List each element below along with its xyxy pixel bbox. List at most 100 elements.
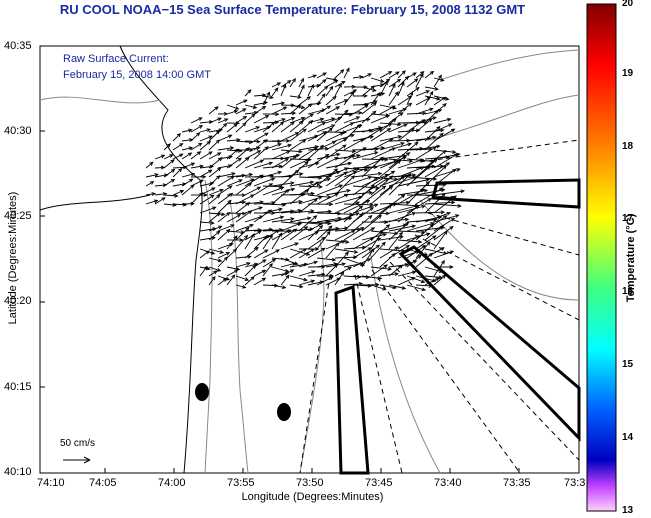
current-vector-head	[428, 118, 433, 123]
current-vector-head	[423, 188, 429, 193]
current-vector	[370, 185, 393, 205]
current-vector	[352, 185, 379, 189]
current-vector	[298, 78, 304, 88]
current-vector	[271, 284, 286, 289]
current-vector-head	[441, 259, 445, 265]
current-vector-head	[313, 260, 318, 265]
current-vector-head	[387, 267, 393, 271]
current-vector	[262, 235, 273, 250]
current-vector	[280, 209, 302, 214]
current-vector-head	[423, 252, 429, 256]
current-vector	[289, 128, 307, 142]
current-vector	[289, 181, 314, 187]
current-vector-head	[279, 121, 285, 126]
current-vector	[334, 154, 355, 169]
x-tick-label: 73:35	[503, 477, 531, 489]
current-vector	[325, 171, 348, 187]
current-vector-head	[429, 70, 435, 75]
current-vector	[352, 172, 382, 178]
current-vector-head	[436, 125, 441, 131]
current-vector-head	[263, 235, 268, 240]
current-vector-head	[252, 264, 257, 269]
current-vector-head	[404, 217, 410, 222]
current-vector	[352, 247, 372, 259]
current-vector	[316, 168, 338, 187]
current-vector-head	[250, 194, 255, 199]
current-vector-head	[256, 186, 262, 191]
current-vector-head	[370, 184, 375, 189]
current-vector	[289, 104, 305, 109]
current-vector	[424, 162, 450, 178]
current-vector-head	[170, 159, 175, 164]
current-vector	[289, 139, 306, 151]
current-vector-head	[290, 181, 295, 186]
current-vector	[280, 149, 302, 153]
current-vector	[388, 232, 403, 250]
current-vector	[325, 106, 340, 115]
current-vector-head	[223, 256, 228, 261]
current-vector-head	[199, 164, 204, 169]
current-vector	[289, 158, 309, 169]
current-vector-head	[206, 128, 211, 133]
current-vector	[424, 71, 434, 79]
colorbar-label: Temperature (°C)	[625, 213, 637, 303]
current-vector-head	[405, 244, 410, 249]
current-vector	[280, 242, 299, 250]
current-vector-head	[198, 117, 203, 121]
current-vector-head	[271, 121, 276, 126]
current-vector-head	[341, 262, 347, 267]
current-vector-head	[346, 188, 351, 193]
current-vector	[379, 81, 388, 97]
current-vector-head	[298, 149, 303, 154]
current-vector-head	[363, 93, 368, 98]
current-vector	[334, 248, 358, 253]
current-vector	[388, 91, 399, 106]
current-vector-head	[174, 193, 179, 198]
current-vector-head	[302, 248, 308, 252]
current-vector	[235, 284, 246, 289]
current-vector-head	[343, 99, 349, 103]
current-vector-head	[441, 192, 446, 198]
current-vector-head	[356, 153, 361, 158]
current-vector	[325, 193, 349, 205]
current-vector-head	[301, 84, 305, 89]
current-vector-head	[251, 233, 255, 238]
current-vector	[316, 153, 340, 160]
current-vector-head	[344, 109, 349, 114]
current-vector	[415, 136, 436, 142]
current-vector	[397, 239, 422, 243]
current-vector	[208, 157, 223, 169]
y-tick-label: 40:15	[4, 381, 32, 393]
current-vector	[316, 231, 331, 250]
current-vector	[316, 105, 331, 115]
current-vector	[361, 248, 375, 268]
current-vector	[253, 209, 272, 223]
current-vector-head	[344, 193, 349, 198]
current-vector-head	[409, 90, 414, 96]
current-vector-head	[370, 85, 376, 90]
current-vector	[334, 83, 342, 97]
current-vector	[343, 89, 357, 97]
current-vector-head	[431, 164, 436, 169]
current-vector	[208, 276, 216, 286]
current-vector-head	[319, 224, 324, 230]
current-vector	[325, 77, 337, 81]
current-vector-head	[241, 200, 247, 205]
current-vector-head	[425, 178, 431, 182]
current-vector-head	[285, 257, 290, 262]
current-vector	[262, 263, 273, 277]
current-vector-head	[370, 247, 375, 253]
current-vector-head	[266, 125, 272, 130]
current-vector-head	[452, 195, 457, 200]
current-vector	[217, 252, 230, 259]
current-vector	[226, 149, 242, 152]
current-vector	[271, 266, 289, 272]
colorbar-tick: 13	[622, 505, 634, 516]
current-vector	[307, 273, 325, 277]
current-vector	[217, 134, 232, 142]
current-vector	[352, 215, 372, 232]
plot-frame	[39, 45, 580, 474]
current-vector-head	[190, 162, 196, 167]
current-vector-head	[446, 117, 452, 122]
current-vector	[325, 227, 348, 232]
